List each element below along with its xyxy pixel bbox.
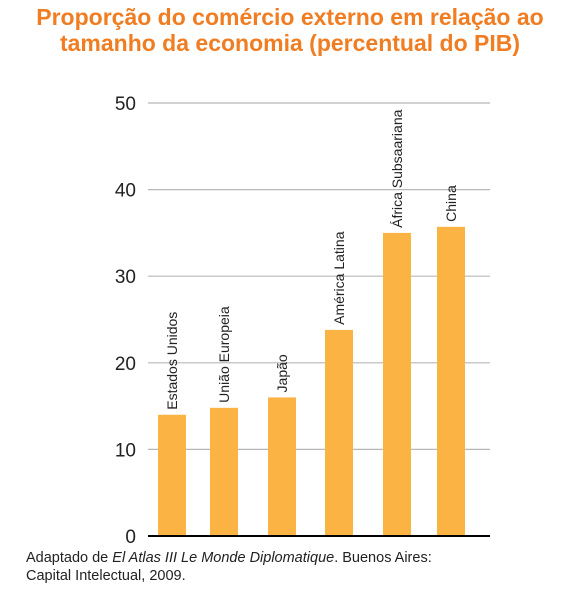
source-note: Adaptado de El Atlas III Le Monde Diplom… xyxy=(26,549,432,585)
bar-4 xyxy=(325,329,353,536)
y-tick-label: 40 xyxy=(115,181,136,202)
category-labels: Estados Unidos União Europeia Japão América… xyxy=(164,109,459,409)
chart-title-line-2: tamanho da economia (percentual do PIB) xyxy=(59,30,521,56)
bar-6 xyxy=(437,226,465,536)
source-prefix: Adaptado de xyxy=(26,550,113,566)
y-tick-label: 10 xyxy=(115,440,136,461)
y-tick-label: 0 xyxy=(125,527,136,548)
chart-title: Proporção do comércio externo em relação… xyxy=(0,4,580,56)
y-tick-label: 30 xyxy=(115,267,136,288)
category-label: América Latina xyxy=(331,231,347,325)
category-label: União Europeia xyxy=(216,306,232,403)
y-tick-label: 20 xyxy=(115,354,136,375)
bar-3 xyxy=(268,397,296,536)
bar-5 xyxy=(383,232,411,536)
category-label: Estados Unidos xyxy=(164,312,180,410)
bars xyxy=(158,226,465,536)
category-label: Japão xyxy=(274,354,290,392)
gridlines xyxy=(148,102,490,450)
bar-1 xyxy=(158,414,186,536)
bar-2 xyxy=(210,407,238,536)
source-work: El Atlas III Le Monde Diplomatique xyxy=(112,550,335,566)
source-line1-suffix: . Buenos Aires: xyxy=(334,550,432,566)
category-label: África Subsaariana xyxy=(389,109,405,228)
y-tick-label: 50 xyxy=(115,94,136,115)
category-label: China xyxy=(443,185,459,222)
chart-title-line-1: Proporção do comércio externo em relação… xyxy=(36,4,544,30)
source-line-1: Adaptado de El Atlas III Le Monde Diplom… xyxy=(26,549,432,567)
source-line-2: Capital Intelectual, 2009. xyxy=(26,568,186,584)
y-axis-ticks: 0 10 20 30 40 50 xyxy=(115,94,136,548)
